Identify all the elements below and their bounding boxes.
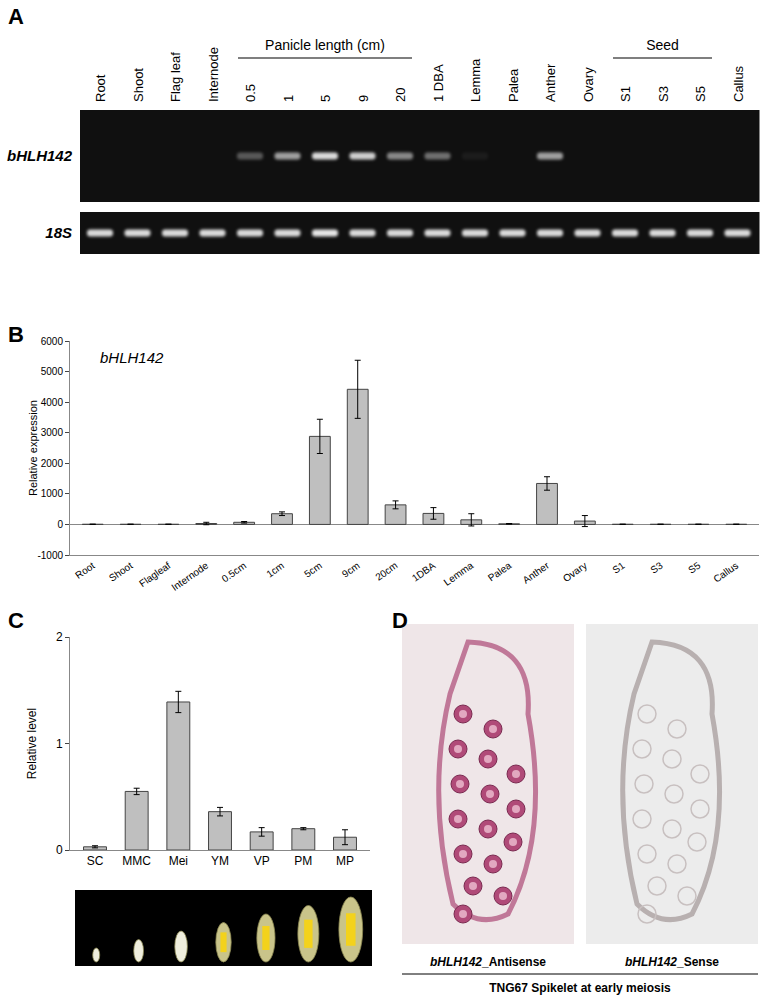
svg-text:S5: S5: [686, 559, 703, 575]
svg-text:MP: MP: [336, 854, 354, 868]
svg-text:Root: Root: [93, 74, 108, 102]
svg-text:Callus: Callus: [731, 65, 746, 102]
svg-text:bHLH142: bHLH142: [100, 349, 164, 366]
svg-text:PM: PM: [294, 854, 312, 868]
svg-text:2000: 2000: [41, 458, 64, 469]
html-text:C: C: [8, 608, 24, 633]
svg-text:1 DBA: 1 DBA: [431, 64, 446, 102]
svg-text:2: 2: [56, 630, 63, 644]
svg-text:Lemma: Lemma: [442, 559, 476, 587]
svg-text:0.5cm: 0.5cm: [220, 560, 249, 585]
svg-text:1000: 1000: [41, 488, 64, 499]
html-text:A: A: [8, 4, 24, 29]
svg-text:TNG67 Spikelet at early meiosi: TNG67 Spikelet at early meiosis: [489, 981, 671, 995]
svg-text:3000: 3000: [41, 427, 64, 438]
svg-text:S3: S3: [648, 559, 665, 575]
svg-text:5: 5: [318, 95, 333, 102]
svg-text:1: 1: [281, 95, 296, 102]
svg-text:1cm: 1cm: [264, 560, 286, 580]
svg-text:9cm: 9cm: [340, 560, 362, 580]
svg-text:Anther: Anther: [521, 559, 552, 585]
svg-text:Palea: Palea: [506, 68, 521, 102]
svg-text:Flagleaf: Flagleaf: [137, 560, 173, 590]
svg-text:9: 9: [356, 95, 371, 102]
svg-text:6000: 6000: [41, 336, 64, 347]
svg-text:Lemma: Lemma: [468, 58, 483, 102]
svg-text:Palea: Palea: [486, 559, 514, 583]
svg-text:Internode: Internode: [169, 559, 210, 592]
svg-text:-1000: -1000: [37, 550, 63, 561]
svg-text:Ovary: Ovary: [561, 560, 589, 584]
svg-text:5cm: 5cm: [302, 560, 324, 580]
svg-text:0.5: 0.5: [243, 84, 258, 102]
svg-text:5000: 5000: [41, 366, 64, 377]
svg-text:YM: YM: [211, 854, 229, 868]
svg-text:Anther: Anther: [543, 63, 558, 102]
svg-text:MMC: MMC: [122, 854, 151, 868]
svg-text:Relative level: Relative level: [25, 708, 39, 779]
svg-text:VP: VP: [254, 854, 270, 868]
html-text:D: D: [392, 608, 408, 633]
svg-text:Mei: Mei: [169, 854, 188, 868]
svg-text:bHLH142_Antisense: bHLH142_Antisense: [430, 955, 546, 969]
svg-text:Relative expression: Relative expression: [27, 400, 39, 496]
svg-text:S3: S3: [656, 86, 671, 102]
svg-text:Shoot: Shoot: [131, 68, 146, 102]
svg-text:Callus: Callus: [711, 560, 740, 585]
svg-text:bHLH142_Sense: bHLH142_Sense: [625, 955, 719, 969]
svg-text:Shoot: Shoot: [107, 560, 135, 584]
svg-text:Panicle length (cm): Panicle length (cm): [265, 37, 385, 53]
svg-text:S1: S1: [618, 86, 633, 102]
svg-text:18S: 18S: [45, 224, 72, 241]
svg-text:SC: SC: [87, 854, 104, 868]
svg-text:0: 0: [56, 843, 63, 857]
html-text:B: B: [8, 322, 24, 347]
svg-text:Seed: Seed: [646, 37, 679, 53]
svg-text:Ovary: Ovary: [581, 67, 596, 102]
svg-text:1DBA: 1DBA: [410, 560, 438, 584]
svg-text:1: 1: [56, 737, 63, 751]
svg-text:Internode: Internode: [206, 47, 221, 102]
svg-text:4000: 4000: [41, 397, 64, 408]
svg-text:0: 0: [57, 519, 63, 530]
svg-text:S5: S5: [693, 86, 708, 102]
svg-text:20cm: 20cm: [373, 560, 399, 583]
svg-text:Root: Root: [73, 560, 97, 581]
svg-text:20: 20: [393, 88, 408, 102]
svg-text:Flag leaf: Flag leaf: [168, 52, 183, 102]
svg-text:bHLH142: bHLH142: [7, 147, 73, 164]
svg-text:S1: S1: [610, 559, 627, 575]
